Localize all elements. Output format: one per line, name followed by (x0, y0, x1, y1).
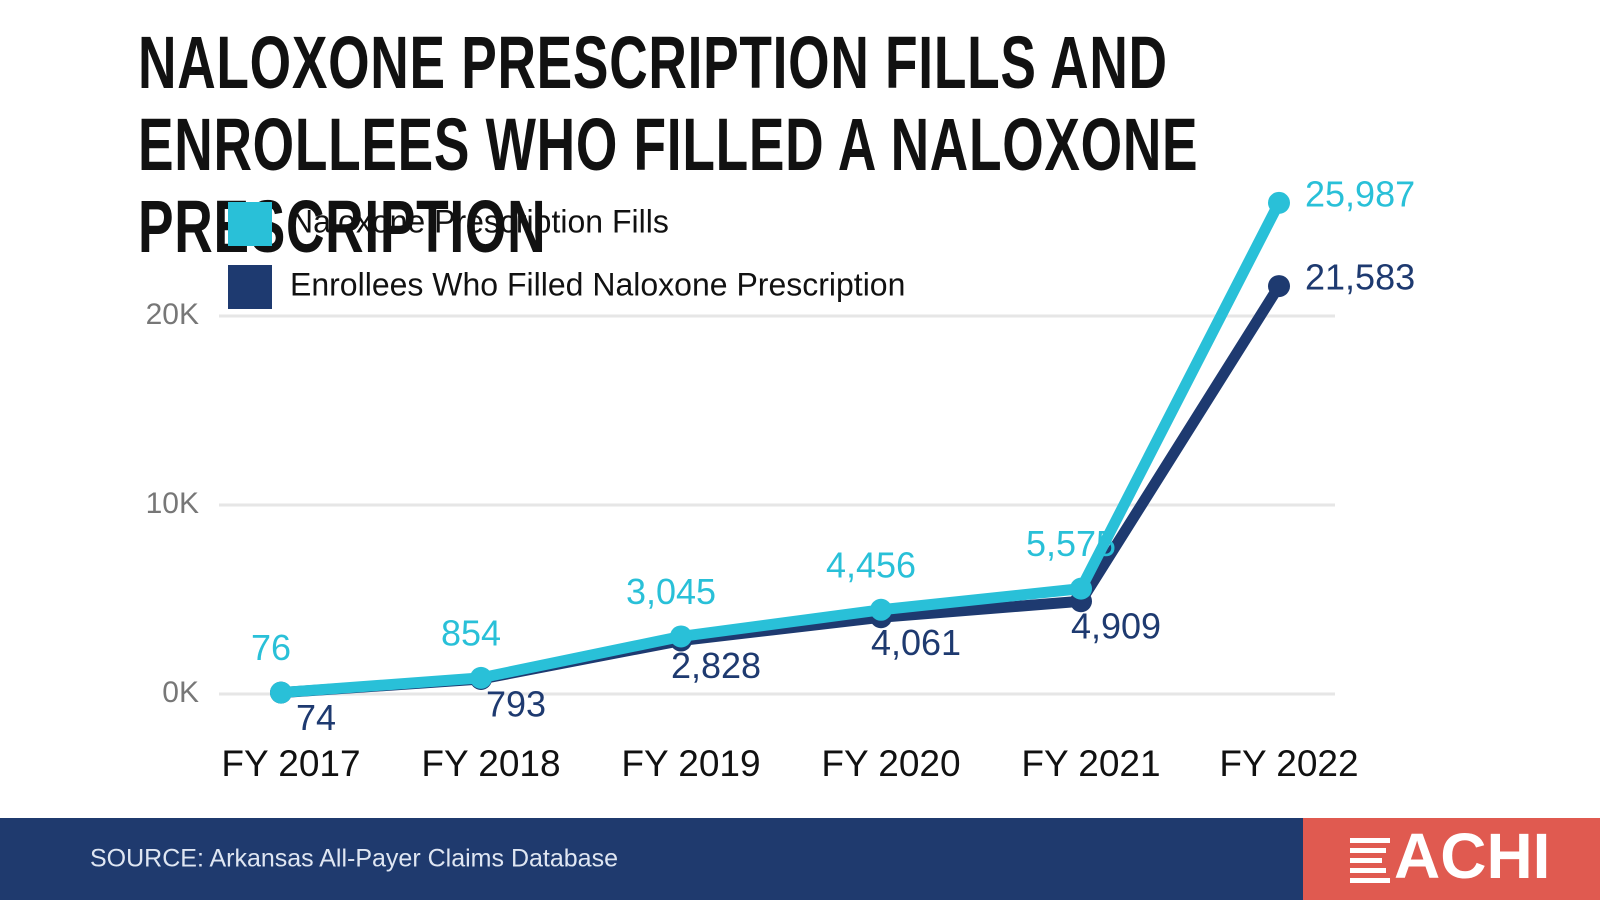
point (1268, 191, 1290, 214)
point (1070, 577, 1092, 600)
legend-swatch (228, 265, 272, 309)
logo: ACHI (1394, 820, 1550, 892)
value-label: 25,987 (1305, 173, 1415, 214)
legend-swatch (228, 202, 272, 246)
point (870, 598, 892, 621)
x-tick-label: FY 2022 (1219, 743, 1358, 784)
point (1268, 275, 1290, 298)
series-line (280, 200, 1284, 699)
source: SOURCE: Arkansas All-Payer Claims Databa… (90, 845, 618, 873)
point (470, 666, 492, 689)
value-label: 4,456 (826, 544, 916, 585)
value-label: 4,909 (1071, 606, 1161, 647)
x-tick-label: FY 2021 (1021, 743, 1160, 784)
value-label: 21,583 (1305, 257, 1415, 298)
value-label: 76 (251, 627, 291, 668)
value-label: 4,061 (871, 622, 961, 663)
value-label: 2,828 (671, 645, 761, 686)
legend-label: Enrollees Who Filled Naloxone Prescripti… (290, 266, 905, 302)
x-tick-label: FY 2020 (821, 743, 960, 784)
x-tick-label: FY 2018 (421, 743, 560, 784)
value-label: 793 (486, 684, 546, 725)
value-label: 854 (441, 612, 501, 653)
legend-label: Naloxone Prescription Fills (290, 203, 669, 239)
x-tick-label: FY 2017 (221, 743, 360, 784)
y-tick-label: 0K (162, 676, 199, 709)
point (670, 625, 692, 648)
chart-title: NALOXONE PRESCRIPTION FILLS AND ENROLLEE… (138, 21, 1199, 268)
value-label: 5,575 (1026, 523, 1116, 564)
value-label: 3,045 (626, 571, 716, 612)
value-label: 74 (296, 697, 336, 738)
logo-stripes (1350, 838, 1390, 883)
point (270, 681, 292, 704)
x-tick-label: FY 2019 (621, 743, 760, 784)
y-tick-label: 10K (146, 487, 199, 520)
y-tick-label: 20K (146, 298, 199, 331)
